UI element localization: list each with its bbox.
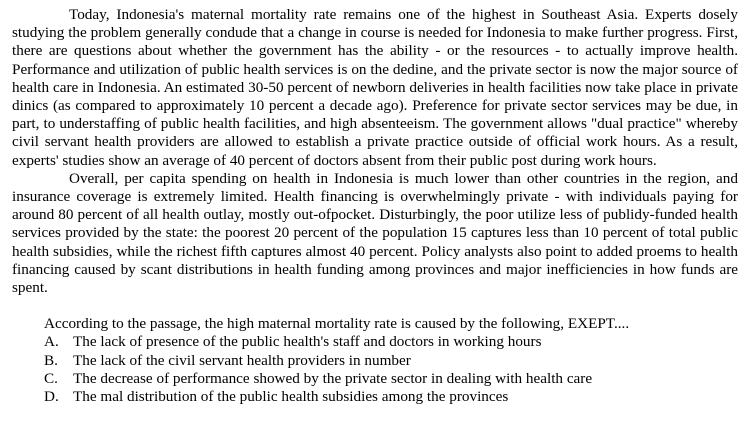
question-block: According to the passage, the high mater… [12,315,738,406]
option-d[interactable]: D. The mal distribution of the public he… [44,388,738,406]
option-a-text: The lack of presence of the public healt… [73,333,542,351]
option-c[interactable]: C. The decrease of performance showed by… [44,370,738,388]
option-d-text: The mal distribution of the public healt… [73,388,509,406]
option-b-text: The lack of the civil servant health pro… [73,351,411,369]
option-a-letter: A. [44,333,59,351]
question-stem: According to the passage, the high mater… [44,315,630,333]
answer-options: A. The lack of presence of the public he… [44,333,738,406]
option-c-text: The decrease of performance showed by th… [73,369,593,387]
passage-paragraph-2: Overall, per capita spending on health i… [12,169,738,297]
passage-paragraph-1: Today, Indonesia's maternal mortality ra… [12,6,738,169]
option-b[interactable]: B. The lack of the civil servant health … [44,352,738,370]
option-a[interactable]: A. The lack of presence of the public he… [44,333,738,351]
reading-passage: Today, Indonesia's maternal mortality ra… [12,6,738,297]
option-b-letter: B. [44,351,58,369]
option-c-letter: C. [44,369,58,387]
option-d-letter: D. [44,388,59,406]
